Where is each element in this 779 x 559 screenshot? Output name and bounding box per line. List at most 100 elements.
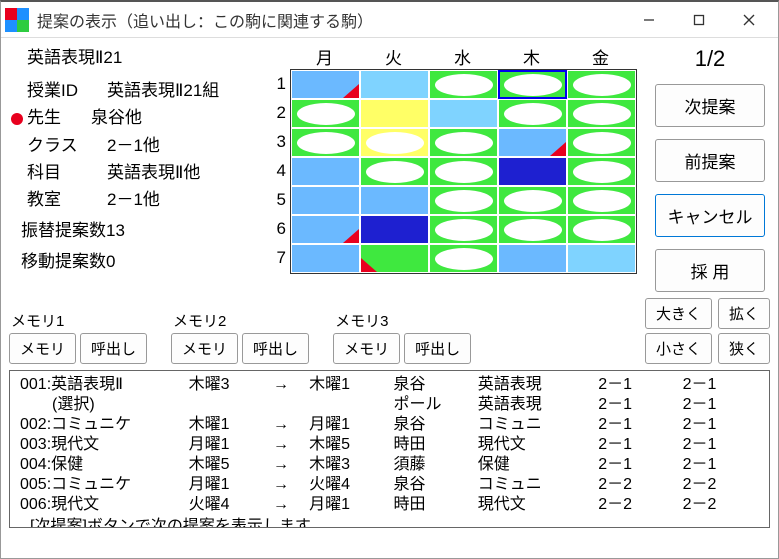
oval-marker-icon [573,161,631,183]
schedule-cell[interactable] [498,157,567,186]
schedule-cell[interactable] [360,157,429,186]
info-row: 科目英語表現Ⅱ他 [9,159,264,186]
close-button[interactable] [724,3,774,37]
info-row: 授業ID英語表現Ⅱ21組 [9,77,264,104]
log-row: 006:現代文火曜4→月曜1時田現代文2－22－2 [16,495,763,515]
info-panel: 英語表現Ⅱ21 授業ID英語表現Ⅱ21組先生泉谷他クラス2－1他科目英語表現Ⅱ他… [9,44,264,292]
info-row: クラス2－1他 [9,132,264,159]
oval-marker-icon [504,103,562,125]
schedule-cell[interactable] [291,70,360,99]
info-value: 泉谷他 [91,104,264,131]
log-row: 003:現代文月曜1→木曜5時田現代文2－12－1 [16,435,763,455]
schedule-cell[interactable] [567,99,636,128]
memory-label: メモリ1 [11,310,147,331]
oval-marker-icon [435,219,493,241]
log-cell: 泉谷 [389,475,473,495]
schedule-cell[interactable] [291,128,360,157]
schedule-cell[interactable] [498,186,567,215]
oval-marker-icon [435,248,493,270]
log-cell: 英語表現 [474,375,594,395]
log-cell: 時田 [389,495,473,515]
size-button[interactable]: 大きく [645,298,712,329]
info-value: 英語表現Ⅱ21組 [107,77,264,104]
schedule-cell[interactable] [360,186,429,215]
oval-marker-icon [366,132,424,154]
maximize-button[interactable] [674,3,724,37]
log-cell: 時田 [389,435,473,455]
minimize-button[interactable] [624,3,674,37]
log-cell [269,395,305,415]
action-button[interactable]: 前提案 [655,139,765,182]
period-number: 6 [272,214,290,243]
schedule-cell[interactable] [567,186,636,215]
page-indicator: 1/2 [695,46,726,72]
log-row: 002:コミュニケ木曜1→月曜1泉谷コミュニ2－12－1 [16,415,763,435]
schedule-cell[interactable] [567,244,636,273]
schedule-cell[interactable] [429,157,498,186]
schedule-cell[interactable] [567,215,636,244]
action-button[interactable]: 次提案 [655,84,765,127]
log-cell: 木曜3 [185,375,269,395]
log-cell: 2－1 [594,415,678,435]
schedule-cell[interactable] [360,128,429,157]
log-cell: 火曜4 [305,475,389,495]
action-button[interactable]: 採 用 [655,249,765,292]
memory-button[interactable]: 呼出し [242,333,309,364]
log-cell: 泉谷 [389,415,473,435]
memory-button[interactable]: メモリ [9,333,76,364]
marker-dot-icon [11,113,23,125]
oval-marker-icon [504,74,562,96]
log-cell: → [269,415,305,435]
schedule-cell[interactable] [291,99,360,128]
day-header: 月 [290,44,359,69]
log-cell: 木曜1 [185,415,269,435]
memory-button[interactable]: 呼出し [404,333,471,364]
schedule-cell[interactable] [429,99,498,128]
swap-count: 振替提案数13 [21,217,264,244]
size-button[interactable]: 小さく [645,333,712,364]
oval-marker-icon [573,103,631,125]
log-cell: (選択) [16,395,185,415]
schedule-cell[interactable] [429,186,498,215]
titlebar: 提案の表示（追い出し：この駒に関連する駒） [1,2,778,38]
log-cell: 2－1 [594,455,678,475]
size-button[interactable]: 拡く [718,298,770,329]
period-number: 4 [272,156,290,185]
action-button[interactable]: キャンセル [655,194,765,237]
oval-marker-icon [504,219,562,241]
window-title: 提案の表示（追い出し：この駒に関連する駒） [37,8,624,32]
schedule-cell[interactable] [291,215,360,244]
action-panel: 1/2 次提案前提案キャンセル採 用 [650,44,770,292]
info-label: 科目 [27,159,107,186]
memory-button[interactable]: メモリ [333,333,400,364]
schedule-cell[interactable] [567,157,636,186]
oval-marker-icon [297,132,355,154]
schedule-cell[interactable] [360,99,429,128]
schedule-cell[interactable] [567,70,636,99]
log-cell: 木曜5 [185,455,269,475]
log-cell: 002:コミュニケ [16,415,185,435]
schedule-cell[interactable] [360,70,429,99]
memory-button[interactable]: 呼出し [80,333,147,364]
schedule-cell[interactable] [498,215,567,244]
schedule-cell[interactable] [291,186,360,215]
subject-title: 英語表現Ⅱ21 [27,44,264,71]
schedule-cell[interactable] [429,215,498,244]
log-cell [305,395,389,415]
schedule-cell[interactable] [498,70,567,99]
schedule-cell[interactable] [567,128,636,157]
memory-button[interactable]: メモリ [171,333,238,364]
schedule-cell[interactable] [291,157,360,186]
size-button[interactable]: 狭く [718,333,770,364]
log-row: 004:保健木曜5→木曜3須藤保健2－12－1 [16,455,763,475]
schedule-cell[interactable] [498,128,567,157]
log-cell: → [269,435,305,455]
schedule-cell[interactable] [429,128,498,157]
schedule-cell[interactable] [429,244,498,273]
schedule-cell[interactable] [498,99,567,128]
schedule-cell[interactable] [291,244,360,273]
schedule-cell[interactable] [360,244,429,273]
schedule-cell[interactable] [360,215,429,244]
schedule-cell[interactable] [429,70,498,99]
schedule-cell[interactable] [498,244,567,273]
